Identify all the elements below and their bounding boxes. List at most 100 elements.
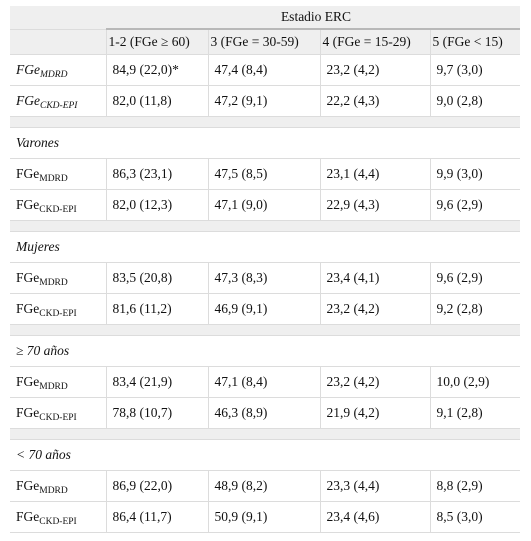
column-header-stage-5: 5 (FGe < 15) bbox=[429, 29, 520, 55]
table-cell: 23,4 (4,1) bbox=[319, 262, 430, 294]
header-corner bbox=[10, 6, 106, 30]
row-label-subscript: MDRD bbox=[39, 174, 68, 184]
table-row: FGeMDRD 83,5 (20,8) 47,3 (8,3) 23,4 (4,1) 9,… bbox=[10, 262, 520, 294]
group-title-row: < 70 años bbox=[10, 439, 520, 471]
separator-cell bbox=[10, 116, 520, 128]
row-label-main: FGe bbox=[16, 93, 40, 108]
row-label-main: FGe bbox=[16, 270, 40, 285]
row-label-subscript: CKD-EPI bbox=[39, 517, 77, 527]
section-separator bbox=[10, 116, 520, 128]
table-cell: 83,5 (20,8) bbox=[105, 262, 208, 294]
table-cell: 23,4 (4,6) bbox=[319, 501, 430, 533]
row-label: FGeCKD-EPI bbox=[10, 293, 106, 325]
table-cell: 23,1 (4,4) bbox=[319, 158, 430, 190]
row-label-subscript: MDRD bbox=[39, 382, 68, 392]
row-label: FGeCKD-EPI bbox=[10, 397, 106, 429]
table-cell: 47,3 (8,3) bbox=[207, 262, 320, 294]
table-cell: 9,9 (3,0) bbox=[429, 158, 520, 190]
group-title: Varones bbox=[10, 127, 520, 159]
section-separator bbox=[10, 428, 520, 440]
row-label-main: FGe bbox=[16, 509, 40, 524]
table-row: FGeCKD-EPI 82,0 (11,8) 47,2 (9,1) 22,2 (4,3… bbox=[10, 85, 520, 117]
table-cell: 8,8 (2,9) bbox=[429, 470, 520, 502]
table-cell: 82,0 (12,3) bbox=[105, 189, 208, 221]
table-cell: 9,2 (2,8) bbox=[429, 293, 520, 325]
table-row: FGeCKD-EPI 81,6 (11,2) 46,9 (9,1) 23,2 (4,2… bbox=[10, 293, 520, 325]
table-cell: 23,3 (4,4) bbox=[319, 470, 430, 502]
table-row: FGeMDRD 86,3 (23,1) 47,5 (8,5) 23,1 (4,4) 9,… bbox=[10, 158, 520, 190]
row-label-subscript: MDRD bbox=[39, 278, 68, 288]
table-cell: 86,3 (23,1) bbox=[105, 158, 208, 190]
table-cell: 21,9 (4,2) bbox=[319, 397, 430, 429]
group-title-row: Varones bbox=[10, 127, 520, 159]
results-table-container: Estadio ERC 1-2 (FGe ≥ 60) 3 (FGe = 30-5… bbox=[10, 6, 520, 533]
table-cell: 86,4 (11,7) bbox=[105, 501, 208, 533]
header-group-label: Estadio ERC bbox=[106, 6, 520, 30]
row-label: FGeMDRD bbox=[10, 158, 106, 190]
column-header-stage-4: 4 (FGe = 15-29) bbox=[319, 29, 430, 55]
row-label-subscript: CKD-EPI bbox=[39, 205, 77, 215]
row-label-subscript: CKD-EPI bbox=[39, 413, 77, 423]
table-cell: 46,9 (9,1) bbox=[207, 293, 320, 325]
column-header-stage-1-2: 1-2 (FGe ≥ 60) bbox=[105, 29, 208, 55]
header-row-group: Estadio ERC bbox=[10, 6, 520, 30]
table-cell: 86,9 (22,0) bbox=[105, 470, 208, 502]
table-cell: 46,3 (8,9) bbox=[207, 397, 320, 429]
table-cell: 22,9 (4,3) bbox=[319, 189, 430, 221]
row-label: FGeMDRD bbox=[10, 470, 106, 502]
table-cell: 50,9 (9,1) bbox=[207, 501, 320, 533]
table-cell: 23,2 (4,2) bbox=[319, 366, 430, 398]
row-label-main: FGe bbox=[16, 374, 40, 389]
row-label-main: FGe bbox=[16, 197, 40, 212]
group-title-row: ≥ 70 años bbox=[10, 335, 520, 367]
table-cell: 47,1 (8,4) bbox=[207, 366, 320, 398]
table-cell: 9,6 (2,9) bbox=[429, 262, 520, 294]
table-cell: 10,0 (2,9) bbox=[429, 366, 520, 398]
section-separator bbox=[10, 324, 520, 336]
table-cell: 84,9 (22,0)* bbox=[105, 54, 208, 86]
table-cell: 47,4 (8,4) bbox=[207, 54, 320, 86]
section-separator bbox=[10, 220, 520, 232]
table-cell: 47,5 (8,5) bbox=[207, 158, 320, 190]
table-cell: 9,0 (2,8) bbox=[429, 85, 520, 117]
table-cell: 9,1 (2,8) bbox=[429, 397, 520, 429]
group-title-row: Mujeres bbox=[10, 231, 520, 263]
table-row: FGeMDRD 84,9 (22,0)* 47,4 (8,4) 23,2 (4,2) 9… bbox=[10, 54, 520, 86]
table-cell: 82,0 (11,8) bbox=[105, 85, 208, 117]
table-cell: 83,4 (21,9) bbox=[105, 366, 208, 398]
table-cell: 9,7 (3,0) bbox=[429, 54, 520, 86]
row-label-main: FGe bbox=[16, 166, 40, 181]
separator-cell bbox=[10, 324, 520, 336]
table-row: FGeCKD-EPI 86,4 (11,7) 50,9 (9,1) 23,4 (4,6… bbox=[10, 501, 520, 533]
table-cell: 23,2 (4,2) bbox=[319, 54, 430, 86]
row-label: FGeCKD-EPI bbox=[10, 501, 106, 533]
row-label: FGeMDRD bbox=[10, 366, 106, 398]
table-cell: 48,9 (8,2) bbox=[207, 470, 320, 502]
table-row: FGeCKD-EPI 82,0 (12,3) 47,1 (9,0) 22,9 (4,3… bbox=[10, 189, 520, 221]
table-cell: 8,5 (3,0) bbox=[429, 501, 520, 533]
row-label-subscript: MDRD bbox=[40, 70, 68, 80]
group-title: < 70 años bbox=[10, 439, 520, 471]
ckd-stage-table: Estadio ERC 1-2 (FGe ≥ 60) 3 (FGe = 30-5… bbox=[10, 6, 520, 533]
group-title: Mujeres bbox=[10, 231, 520, 263]
table-cell: 22,2 (4,3) bbox=[319, 85, 430, 117]
column-header-stage-3: 3 (FGe = 30-59) bbox=[207, 29, 320, 55]
header-row-columns: 1-2 (FGe ≥ 60) 3 (FGe = 30-59) 4 (FGe = … bbox=[10, 29, 520, 55]
row-label-subscript: MDRD bbox=[39, 486, 68, 496]
row-label-subscript: CKD-EPI bbox=[40, 101, 78, 111]
row-label-main: FGe bbox=[16, 405, 40, 420]
table-row: FGeMDRD 86,9 (22,0) 48,9 (8,2) 23,3 (4,4) 8,… bbox=[10, 470, 520, 502]
table-row: FGeMDRD 83,4 (21,9) 47,1 (8,4) 23,2 (4,2) 10… bbox=[10, 366, 520, 398]
table-cell: 81,6 (11,2) bbox=[105, 293, 208, 325]
row-label: FGeMDRD bbox=[10, 262, 106, 294]
header-corner-lower bbox=[10, 29, 106, 55]
row-label-main: FGe bbox=[16, 62, 40, 77]
separator-cell bbox=[10, 220, 520, 232]
row-label-main: FGe bbox=[16, 478, 40, 493]
row-label-subscript: CKD-EPI bbox=[39, 309, 77, 319]
row-label-main: FGe bbox=[16, 301, 40, 316]
table-row: FGeCKD-EPI 78,8 (10,7) 46,3 (8,9) 21,9 (4,2… bbox=[10, 397, 520, 429]
row-label: FGeMDRD bbox=[10, 54, 106, 86]
table-cell: 47,1 (9,0) bbox=[207, 189, 320, 221]
row-label: FGeCKD-EPI bbox=[10, 85, 106, 117]
